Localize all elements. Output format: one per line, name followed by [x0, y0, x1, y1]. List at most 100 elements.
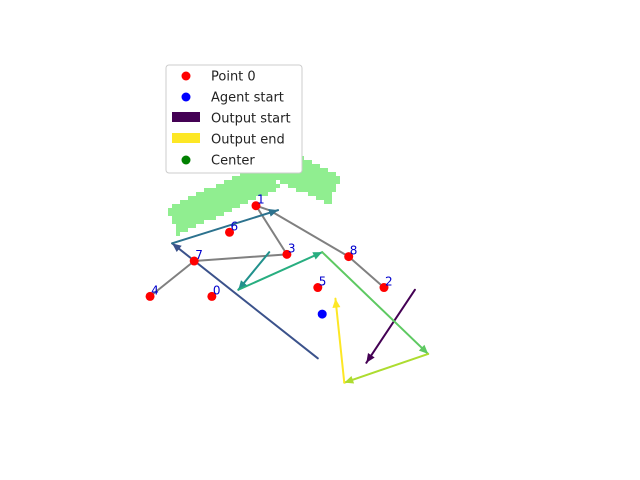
- region-cell: [296, 180, 300, 184]
- region-cell: [220, 196, 224, 200]
- region-cell: [236, 180, 240, 184]
- legend-patch-output-end: [172, 133, 200, 143]
- region-cell: [288, 180, 292, 184]
- output-segment-5: [321, 251, 430, 355]
- region-cell: [324, 184, 328, 188]
- region-cell: [180, 224, 184, 228]
- region-cell: [300, 188, 304, 192]
- region-cell: [244, 184, 248, 188]
- region-cell: [196, 192, 200, 196]
- region-cell: [220, 188, 224, 192]
- region-cell: [228, 200, 232, 204]
- region-cell: [320, 184, 324, 188]
- region-cell: [336, 180, 340, 184]
- region-cell: [324, 176, 328, 180]
- region-cell: [196, 220, 200, 224]
- region-cell: [192, 224, 196, 228]
- region-cell: [232, 200, 236, 204]
- region-cell: [304, 176, 308, 180]
- region-cell: [308, 160, 312, 164]
- point-label-7: 7: [195, 248, 203, 262]
- point-8: [344, 252, 354, 262]
- region-cell: [264, 180, 268, 184]
- region-cell: [304, 168, 308, 172]
- region-cell: [272, 172, 276, 176]
- region-cell: [244, 200, 248, 204]
- region-cell: [220, 200, 224, 204]
- agent-start-point: [317, 309, 327, 319]
- region-cell: [208, 200, 212, 204]
- region-cell: [180, 220, 184, 224]
- region-cell: [276, 184, 280, 188]
- region-cell: [276, 176, 280, 180]
- region-cell: [244, 196, 248, 200]
- region-cell: [252, 196, 256, 200]
- legend-patch-output-start: [172, 112, 200, 122]
- region-cell: [188, 204, 192, 208]
- region-cell: [220, 192, 224, 196]
- region-cell: [324, 172, 328, 176]
- region-cell: [232, 176, 236, 180]
- region-cell: [320, 180, 324, 184]
- region-cell: [252, 184, 256, 188]
- region-cell: [260, 176, 264, 180]
- legend-marker-point-0: [181, 71, 191, 81]
- region-cell: [188, 200, 192, 204]
- region-cell: [288, 172, 292, 176]
- region-cell: [184, 220, 188, 224]
- region-cell: [304, 164, 308, 168]
- region-cell: [332, 180, 336, 184]
- region-cell: [224, 200, 228, 204]
- region-cell: [268, 188, 272, 192]
- region-cell: [192, 204, 196, 208]
- region-cell: [204, 196, 208, 200]
- point-label-4: 4: [151, 283, 159, 297]
- region-cell: [200, 208, 204, 212]
- region-cell: [316, 176, 320, 180]
- region-cell: [196, 216, 200, 220]
- region-cell: [248, 192, 252, 196]
- region-cell: [320, 168, 324, 172]
- region-cell: [196, 196, 200, 200]
- region-cell: [284, 180, 288, 184]
- region-cell: [304, 184, 308, 188]
- region-cell: [192, 200, 196, 204]
- region-cell: [300, 180, 304, 184]
- region-cell: [212, 200, 216, 204]
- region-cell: [188, 196, 192, 200]
- region-cell: [196, 200, 200, 204]
- region-cell: [292, 180, 296, 184]
- region-cell: [176, 220, 180, 224]
- region-cell: [208, 216, 212, 220]
- region-cell: [308, 164, 312, 168]
- region-cell: [312, 192, 316, 196]
- points-layer: 0 1 2 3 4 5 6 7 8: [145, 152, 393, 319]
- region-cell: [284, 176, 288, 180]
- region-cell: [200, 192, 204, 196]
- region-cell: [312, 168, 316, 172]
- region-cell: [188, 212, 192, 216]
- output-arrowhead-1: [172, 243, 182, 253]
- region-cell: [312, 184, 316, 188]
- point-1: [251, 201, 261, 211]
- region-cell: [276, 172, 280, 176]
- region-cell: [292, 176, 296, 180]
- region-cell: [332, 184, 336, 188]
- region-cell: [216, 204, 220, 208]
- region-cell: [260, 180, 264, 184]
- region-cell: [192, 216, 196, 220]
- region-cell: [308, 188, 312, 192]
- region-cell: [236, 196, 240, 200]
- region-cell: [200, 196, 204, 200]
- region-cell: [328, 184, 332, 188]
- region-cell: [176, 212, 180, 216]
- region-cell: [228, 180, 232, 184]
- region-cell: [288, 176, 292, 180]
- legend-label-output-start: Output start: [211, 112, 291, 127]
- region-cell: [312, 164, 316, 168]
- region-cell: [228, 196, 232, 200]
- region-cell: [216, 188, 220, 192]
- region-cell: [280, 176, 284, 180]
- region-cell: [272, 176, 276, 180]
- region-cell: [328, 188, 332, 192]
